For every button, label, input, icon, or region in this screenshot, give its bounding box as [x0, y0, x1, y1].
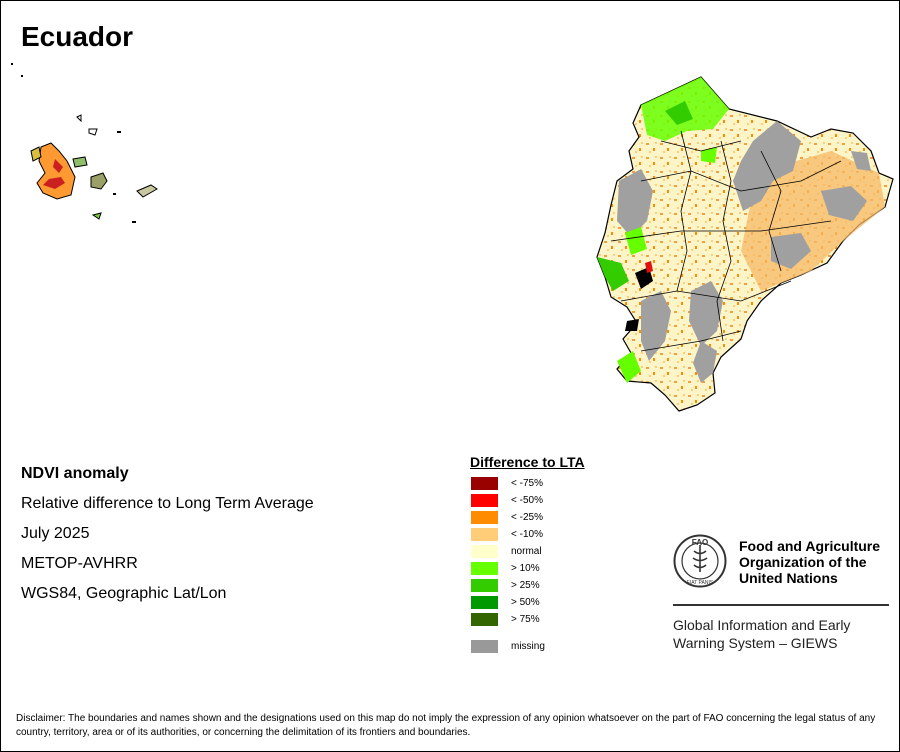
legend-swatch-missing	[471, 640, 498, 653]
map-info-projection: WGS84, Geographic Lat/Lon	[21, 585, 227, 602]
legend-item: < -10%	[470, 526, 585, 543]
legend-item: < -25%	[470, 509, 585, 526]
map-info-period: July 2025	[21, 525, 90, 542]
map-info-subtitle: Relative difference to Long Term Average	[21, 495, 314, 512]
legend-swatch	[471, 545, 498, 558]
map-info: NDVI anomaly Relative difference to Long…	[21, 459, 314, 609]
legend-swatch	[471, 528, 498, 541]
legend-label: normal	[511, 546, 542, 557]
legend-item: < -50%	[470, 492, 585, 509]
legend-item: > 25%	[470, 577, 585, 594]
ndvi-map	[11, 63, 894, 412]
legend-item: < -75%	[470, 475, 585, 492]
legend-label: < -75%	[511, 478, 543, 489]
legend-label: > 25%	[511, 580, 540, 591]
legend-item: > 50%	[470, 594, 585, 611]
legend-item-missing: missing	[470, 638, 585, 655]
legend-label: < -25%	[511, 512, 543, 523]
legend-label: < -50%	[511, 495, 543, 506]
legend-swatch	[471, 477, 498, 490]
galapagos-islands	[11, 63, 158, 223]
ecuador-mainland	[596, 76, 894, 412]
legend-swatch	[471, 613, 498, 626]
map-title: Ecuador	[21, 21, 134, 52]
legend-swatch	[471, 596, 498, 609]
legend-swatch	[471, 494, 498, 507]
legend-item: normal	[470, 543, 585, 560]
legend-item: > 10%	[470, 560, 585, 577]
fao-organization-name: Food and Agriculture Organization of the…	[739, 538, 881, 586]
map-info-sensor: METOP-AVHRR	[21, 555, 138, 572]
legend-swatch	[471, 511, 498, 524]
legend: Difference to LTA < -75% < -50% < -25% < -1…	[470, 454, 585, 655]
legend-label-missing: missing	[511, 641, 545, 652]
legend-swatch	[471, 579, 498, 592]
disclaimer: Disclaimer: The boundaries and names sho…	[16, 713, 876, 738]
legend-items: < -75% < -50% < -25% < -10% normal > 10% > 25%…	[470, 475, 585, 628]
legend-label: > 50%	[511, 597, 540, 608]
fao-divider	[673, 604, 889, 606]
legend-swatch	[471, 562, 498, 575]
fao-logo-icon: FAO FIAT PANIS	[673, 534, 727, 588]
fao-logo-text: FAO	[692, 538, 708, 547]
giews-program-name: Global Information and Early Warning Sys…	[673, 617, 851, 651]
fao-logo-motto: FIAT PANIS	[687, 580, 714, 586]
legend-item: > 75%	[470, 611, 585, 628]
map-info-heading: NDVI anomaly	[21, 465, 129, 482]
legend-label: > 75%	[511, 614, 540, 625]
legend-label: > 10%	[511, 563, 540, 574]
legend-label: < -10%	[511, 529, 543, 540]
legend-title: Difference to LTA	[470, 454, 585, 470]
